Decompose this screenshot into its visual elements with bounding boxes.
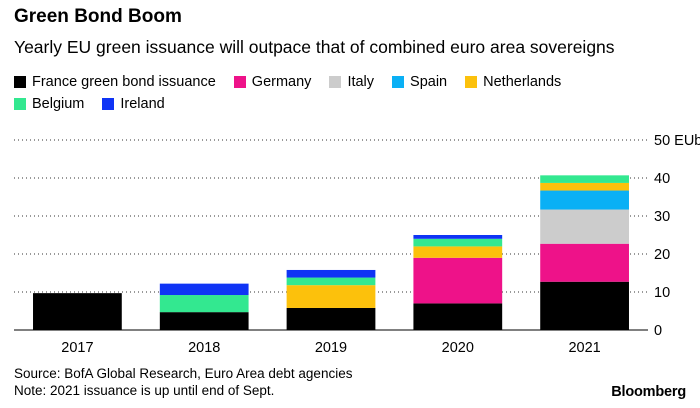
legend-label: Netherlands <box>483 74 562 90</box>
bar-segment <box>413 303 503 330</box>
footnote: Note: 2021 issuance is up until end of S… <box>14 383 275 398</box>
x-tick-label: 2019 <box>315 340 347 356</box>
chart-subtitle: Yearly EU green issuance will outpace th… <box>14 37 615 57</box>
bar-segment <box>540 281 629 330</box>
bar-segment <box>413 238 503 247</box>
legend-swatch <box>14 98 26 110</box>
legend-swatch <box>14 76 26 88</box>
source-note: Source: BofA Global Research, Euro Area … <box>14 366 353 381</box>
legend-label: Belgium <box>32 96 85 112</box>
legend-swatch <box>329 76 342 88</box>
legend-item: France green bond issuance <box>14 72 216 92</box>
legend-item: Belgium <box>14 94 84 114</box>
bloomberg-logo: Bloomberg <box>611 384 686 400</box>
bar-segment <box>159 283 249 296</box>
bar-segment <box>540 209 629 244</box>
y-tick-label: 20 <box>654 247 670 263</box>
y-tick-label: 10 <box>654 285 670 301</box>
bar-segment <box>286 307 376 330</box>
legend-label: France green bond issuance <box>32 74 216 90</box>
legend-swatch <box>102 98 115 110</box>
y-tick-label: 0 <box>654 323 662 339</box>
x-tick-label: 2021 <box>568 340 600 356</box>
bar-segment <box>159 295 249 313</box>
x-tick-label: 2020 <box>442 340 474 356</box>
legend-label: Germany <box>251 74 312 90</box>
y-tick-label: 30 <box>654 209 670 225</box>
legend: France green bond issuance Germany Italy Sp… <box>14 72 654 116</box>
legend-swatch <box>233 76 246 88</box>
chart-title: Green Bond Boom <box>14 6 182 27</box>
bar-segment <box>159 312 249 330</box>
legend-label: Spain <box>410 74 448 90</box>
bar-segment <box>286 285 376 308</box>
bar-segment <box>540 190 629 210</box>
bar-segment <box>286 269 376 278</box>
legend-item: Germany <box>233 72 312 92</box>
bar-segment <box>33 293 122 330</box>
bar-segment <box>540 182 629 191</box>
y-tick-label: 50 EUbn <box>654 133 700 149</box>
bar-segment <box>413 235 503 239</box>
bar-segment <box>540 175 629 183</box>
x-tick-label: 2017 <box>61 340 93 356</box>
y-tick-label: 40 <box>654 171 670 187</box>
bar-segment <box>413 246 503 258</box>
legend-item: Italy <box>329 72 374 92</box>
bar-segment <box>286 277 376 286</box>
legend-item: Spain <box>392 72 447 92</box>
legend-label: Italy <box>347 74 375 90</box>
legend-swatch <box>392 76 405 88</box>
bar-segment <box>540 243 629 282</box>
legend-item: Netherlands <box>465 72 561 92</box>
legend-swatch <box>465 76 478 88</box>
legend-label: Ireland <box>120 96 165 112</box>
x-tick-label: 2018 <box>188 340 220 356</box>
bar-segment <box>413 257 503 304</box>
legend-item: Ireland <box>102 94 165 114</box>
